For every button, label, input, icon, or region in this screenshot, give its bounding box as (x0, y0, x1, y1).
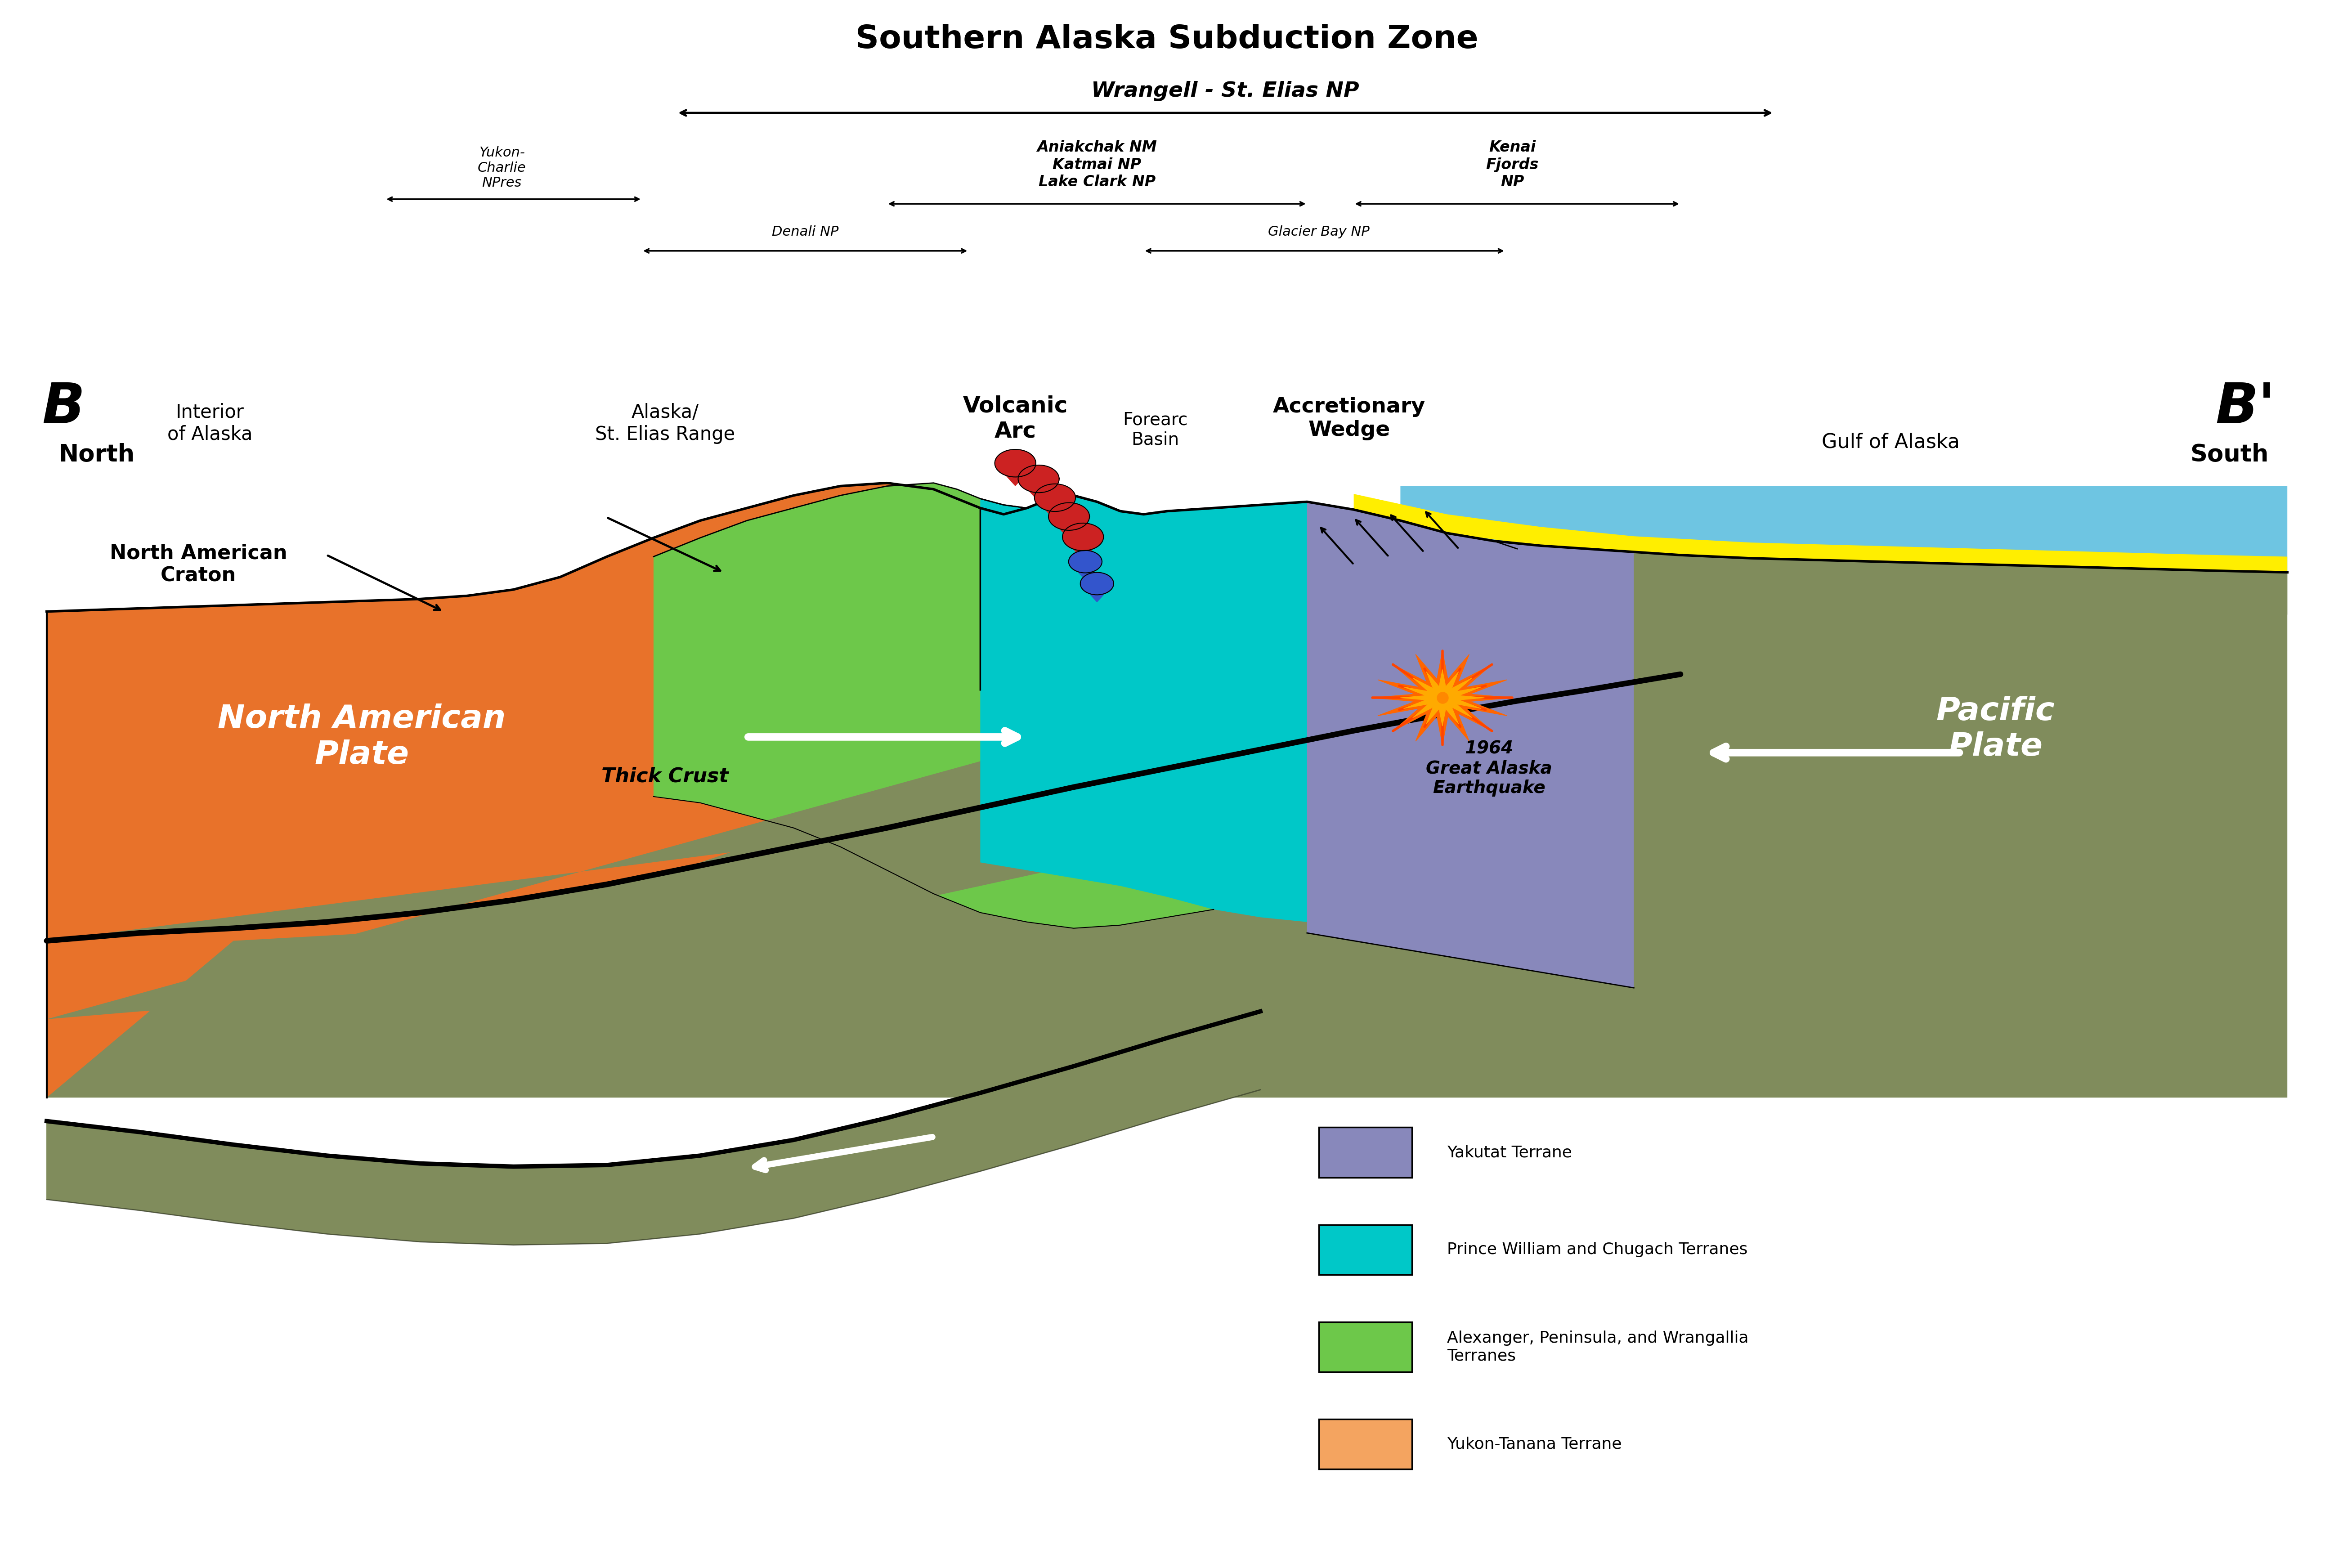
Text: Yakutat Terrane: Yakutat Terrane (1447, 1145, 1573, 1160)
Polygon shape (47, 483, 980, 1098)
Polygon shape (1048, 516, 1090, 539)
Text: Kenai
Fjords
NP: Kenai Fjords NP (1487, 140, 1538, 190)
Circle shape (1069, 550, 1102, 572)
Circle shape (1048, 503, 1090, 530)
Text: Glacier Bay NP: Glacier Bay NP (1267, 226, 1370, 238)
Text: 1964
Great Alaska
Earthquake: 1964 Great Alaska Earthquake (1426, 740, 1552, 797)
Polygon shape (1034, 497, 1076, 521)
FancyBboxPatch shape (1319, 1225, 1412, 1275)
Text: Aniakchak NM
Katmai NP
Lake Clark NP: Aniakchak NM Katmai NP Lake Clark NP (1036, 140, 1158, 190)
Polygon shape (1372, 651, 1512, 745)
Polygon shape (1517, 544, 2287, 701)
Circle shape (1081, 572, 1113, 594)
Polygon shape (47, 483, 2287, 1098)
Text: Prince William and Chugach Terranes: Prince William and Chugach Terranes (1447, 1242, 1748, 1258)
Text: South: South (2189, 444, 2269, 466)
Polygon shape (1400, 670, 1484, 726)
Polygon shape (1062, 536, 1104, 560)
FancyBboxPatch shape (1319, 1322, 1412, 1372)
Polygon shape (1018, 478, 1060, 502)
Text: Accretionary
Wedge: Accretionary Wedge (1272, 397, 1426, 441)
Polygon shape (980, 495, 1517, 949)
Text: Wrangell - St. Elias NP: Wrangell - St. Elias NP (1092, 82, 1358, 100)
Text: Denali NP: Denali NP (773, 226, 838, 238)
Text: Alaska/
St. Elias Range: Alaska/ St. Elias Range (595, 403, 735, 444)
FancyBboxPatch shape (1319, 1127, 1412, 1178)
Text: B: B (42, 381, 84, 434)
Polygon shape (1400, 486, 2287, 572)
Polygon shape (654, 483, 1214, 928)
Text: North American
Plate: North American Plate (217, 704, 506, 770)
Circle shape (994, 450, 1036, 477)
Circle shape (1034, 485, 1076, 511)
Text: B': B' (2215, 381, 2276, 434)
Polygon shape (1307, 502, 1634, 988)
Text: Thick Crust: Thick Crust (602, 767, 728, 786)
Polygon shape (1354, 494, 2287, 572)
Text: Yukon-
Charlie
NPres: Yukon- Charlie NPres (478, 146, 525, 190)
Circle shape (1018, 466, 1060, 492)
Text: Gulf of Alaska: Gulf of Alaska (1821, 433, 1961, 452)
Polygon shape (994, 463, 1036, 486)
Text: Pacific
Plate: Pacific Plate (1937, 696, 2054, 762)
Polygon shape (47, 1011, 1260, 1245)
Polygon shape (1081, 583, 1113, 602)
Text: Forearc
Basin: Forearc Basin (1123, 411, 1188, 448)
FancyBboxPatch shape (1319, 1419, 1412, 1469)
Text: Volcanic
Arc: Volcanic Arc (964, 395, 1067, 442)
Text: Yukon-Tanana Terrane: Yukon-Tanana Terrane (1447, 1436, 1622, 1452)
Circle shape (1062, 524, 1104, 550)
Text: North American
Craton: North American Craton (110, 544, 287, 585)
Text: Alexanger, Peninsula, and Wrangallia
Terranes: Alexanger, Peninsula, and Wrangallia Ter… (1447, 1330, 1748, 1364)
Polygon shape (47, 541, 2287, 1019)
Text: Southern Alaska Subduction Zone: Southern Alaska Subduction Zone (857, 24, 1477, 55)
Text: Interior
of Alaska: Interior of Alaska (168, 403, 252, 444)
Text: North: North (58, 444, 135, 466)
Polygon shape (1069, 561, 1102, 580)
